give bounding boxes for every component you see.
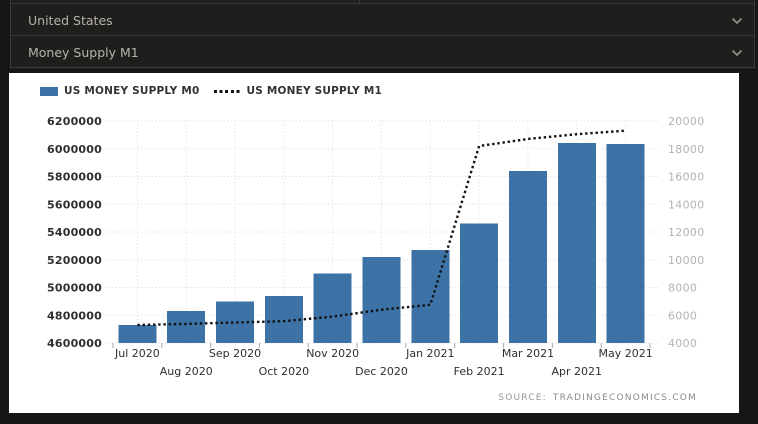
legend-label-m0: US MONEY SUPPLY M0 bbox=[64, 85, 200, 97]
x-axis-label: May 2021 bbox=[598, 347, 652, 360]
x-axis-label: Jul 2020 bbox=[114, 347, 160, 360]
left-axis-label: 4600000 bbox=[47, 337, 102, 350]
source-name: TRADINGECONOMICS.COM bbox=[552, 393, 697, 403]
left-axis-label: 6000000 bbox=[47, 143, 102, 156]
dotted-line-swatch-icon bbox=[213, 89, 241, 93]
right-axis-label: 14000 bbox=[668, 198, 705, 211]
legend-item-m0[interactable]: US MONEY SUPPLY M0 bbox=[40, 85, 200, 97]
left-axis-label: 5200000 bbox=[47, 254, 102, 267]
left-axis-label: 5800000 bbox=[47, 171, 102, 184]
indicator-dropdown-label: Money Supply M1 bbox=[28, 45, 139, 60]
money-supply-chart: 4600000 4800000 5000000 5200000 5400000 56000… bbox=[47, 115, 705, 378]
bar-jul-2020[interactable] bbox=[118, 324, 157, 343]
x-axis-label: Jan 2021 bbox=[405, 347, 454, 360]
source-attribution: SOURCE: TRADINGECONOMICS.COM bbox=[498, 393, 697, 403]
x-axis-label: Nov 2020 bbox=[306, 347, 359, 360]
right-axis-label: 4000 bbox=[668, 337, 697, 350]
sliver-divider bbox=[359, 0, 360, 4]
right-axis-label: 20000 bbox=[668, 115, 705, 128]
bar-mar-2021[interactable] bbox=[508, 170, 547, 343]
bar-nov-2020[interactable] bbox=[313, 273, 352, 343]
right-axis-label: 10000 bbox=[668, 254, 705, 267]
right-axis-label: 18000 bbox=[668, 143, 705, 156]
x-axis-label: Sep 2020 bbox=[209, 347, 261, 360]
bar-swatch-icon bbox=[40, 86, 58, 96]
left-axis-label: 4800000 bbox=[47, 309, 102, 322]
chart-legend: US MONEY SUPPLY M0 US MONEY SUPPLY M1 bbox=[40, 84, 382, 98]
right-axis-label: 8000 bbox=[668, 282, 697, 295]
bar-may-2021[interactable] bbox=[606, 143, 645, 343]
x-axis-label: Feb 2021 bbox=[454, 365, 505, 378]
m1-dotted-line[interactable] bbox=[137, 129, 626, 327]
left-axis-label: 5000000 bbox=[47, 282, 102, 295]
x-axis-label: Dec 2020 bbox=[355, 365, 408, 378]
header: United States Money Supply M1 bbox=[10, 0, 755, 69]
source-prefix: SOURCE: bbox=[498, 393, 547, 403]
legend-label-m1: US MONEY SUPPLY M1 bbox=[246, 85, 382, 97]
left-axis-label: 5600000 bbox=[47, 198, 102, 211]
right-axis-label: 6000 bbox=[668, 309, 697, 322]
chevron-down-icon[interactable] bbox=[731, 17, 743, 25]
country-dropdown-label: United States bbox=[28, 13, 113, 28]
x-axis-label: Apr 2021 bbox=[552, 365, 603, 378]
left-axis-label: 5400000 bbox=[47, 226, 102, 239]
bar-aug-2020[interactable] bbox=[167, 311, 206, 343]
indicator-dropdown[interactable]: Money Supply M1 bbox=[11, 37, 754, 68]
bar-feb-2021[interactable] bbox=[460, 223, 499, 343]
chart-card: 4600000 4800000 5000000 5200000 5400000 56000… bbox=[9, 73, 739, 413]
right-axis-label: 12000 bbox=[668, 226, 705, 239]
chevron-down-icon[interactable] bbox=[731, 49, 743, 57]
legend-item-m1[interactable]: US MONEY SUPPLY M1 bbox=[213, 85, 383, 97]
left-axis-label: 6200000 bbox=[47, 115, 102, 128]
right-axis-label: 16000 bbox=[668, 171, 705, 184]
bar-jan-2021[interactable] bbox=[411, 250, 450, 343]
x-axis-label: Mar 2021 bbox=[502, 347, 554, 360]
bar-dec-2020[interactable] bbox=[362, 256, 401, 343]
x-axis-label: Oct 2020 bbox=[259, 365, 310, 378]
country-dropdown[interactable]: United States bbox=[11, 5, 754, 36]
bar-apr-2021[interactable] bbox=[557, 143, 596, 343]
bar-oct-2020[interactable] bbox=[264, 295, 303, 343]
header-top-sliver bbox=[11, 0, 754, 4]
x-axis-label: Aug 2020 bbox=[160, 365, 213, 378]
